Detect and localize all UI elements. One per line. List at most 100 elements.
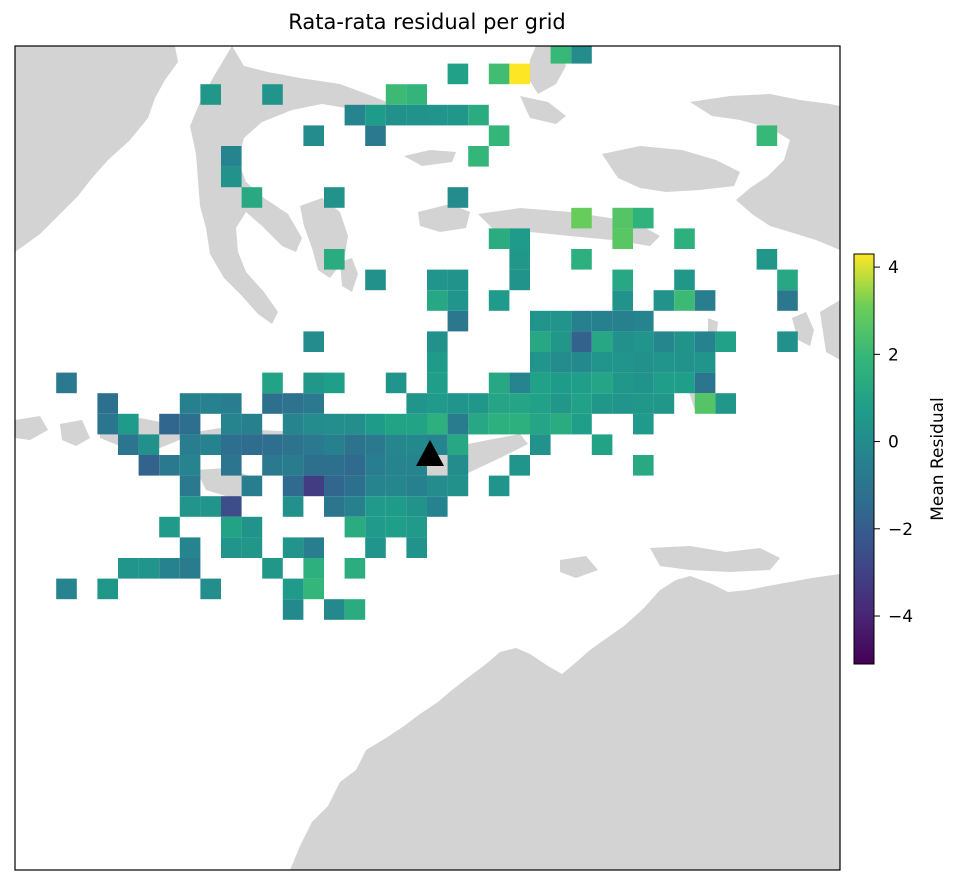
grid-cell (427, 269, 448, 291)
grid-cell (303, 331, 324, 352)
grid-cell (406, 413, 427, 435)
grid-cell (262, 84, 283, 105)
grid-cell (385, 104, 407, 126)
grid-cell (221, 146, 242, 167)
grid-cell (221, 516, 242, 538)
grid-cell (179, 455, 201, 476)
grid-cell (241, 434, 263, 455)
grid-cell (468, 146, 489, 167)
grid-cell (365, 269, 386, 291)
grid-cell (777, 269, 798, 291)
grid-cell (509, 372, 530, 394)
grid-cell (633, 207, 654, 229)
grid-cell (406, 516, 427, 538)
grid-cell (447, 187, 469, 208)
grid-cell (591, 331, 613, 352)
grid-cell (612, 228, 633, 249)
colorbar-tick-label: 2 (888, 345, 899, 365)
grid-cell (427, 393, 448, 414)
grid-cell (282, 599, 304, 620)
grid-cell (674, 372, 695, 394)
grid-cell (179, 496, 201, 517)
grid-cell (365, 537, 386, 558)
grid-cell (427, 331, 448, 352)
grid-cell (159, 413, 180, 435)
grid-cell (282, 496, 304, 517)
grid-cell (282, 455, 304, 476)
grid-cell (571, 331, 592, 352)
grid-cell (653, 352, 675, 373)
grid-cell (344, 434, 366, 455)
grid-cell (221, 413, 242, 435)
map-area (15, 46, 840, 870)
grid-cell (447, 290, 469, 311)
grid-cell (365, 125, 386, 146)
land-sulawesi (190, 46, 392, 324)
grid-cell (324, 599, 345, 620)
grid-cell (427, 352, 448, 373)
grid-cell (530, 434, 551, 455)
grid-cell (406, 104, 427, 126)
grid-cell (262, 558, 283, 579)
grid-cell (385, 372, 407, 394)
grid-cell (344, 413, 366, 435)
grid-cell (488, 372, 510, 394)
grid-cell (365, 434, 386, 455)
grid-cell (221, 166, 242, 188)
grid-cell (97, 413, 118, 435)
grid-cell (530, 372, 551, 394)
grid-cell (406, 434, 427, 455)
grid-cell (488, 228, 510, 249)
land-new-guinea-south (820, 300, 840, 360)
grid-cell (282, 434, 304, 455)
grid-cell (385, 84, 407, 105)
grid-cell (530, 310, 551, 332)
colorbar-tick-label: −4 (888, 607, 913, 627)
grid-cell (303, 413, 324, 435)
grid-cell (97, 393, 118, 414)
grid-cell (241, 475, 263, 497)
grid-cell (550, 310, 572, 332)
grid-cell (550, 352, 572, 373)
grid-cell (674, 228, 695, 249)
grid-cell (509, 63, 530, 85)
grid-cell (118, 558, 139, 579)
land-halmahera-arm (520, 96, 566, 124)
grid-cell (118, 413, 139, 435)
grid-cell (427, 290, 448, 311)
grid-cell (282, 475, 304, 497)
grid-cell (303, 372, 324, 394)
grid-cell (715, 331, 736, 352)
grid-cell (344, 104, 366, 126)
land-australia (290, 574, 840, 870)
grid-cell (447, 413, 469, 435)
grid-cell (694, 352, 716, 373)
grid-cell (694, 372, 716, 394)
grid-cell (365, 455, 386, 476)
grid-cell (138, 558, 160, 579)
grid-cell (385, 475, 407, 497)
grid-cell (447, 104, 469, 126)
grid-cell (674, 290, 695, 311)
grid-cell (241, 516, 263, 538)
grid-cell (138, 455, 160, 476)
grid-cell (447, 434, 469, 455)
grid-cell (756, 249, 778, 270)
grid-cell (633, 413, 654, 435)
land-tiwi (560, 556, 598, 578)
grid-cell (488, 63, 510, 85)
grid-cell (179, 393, 201, 414)
grid-cell (221, 434, 242, 455)
grid-cell (550, 393, 572, 414)
grid-cell (385, 516, 407, 538)
grid-cell (282, 578, 304, 600)
grid-cell (344, 516, 366, 538)
grid-cell (200, 84, 221, 105)
grid-cell (571, 46, 592, 64)
grid-cell (756, 125, 778, 146)
grid-cell (591, 393, 613, 414)
grid-cell (633, 455, 654, 476)
grid-cell (612, 269, 633, 291)
grid-cell (509, 455, 530, 476)
grid-cell (488, 475, 510, 497)
